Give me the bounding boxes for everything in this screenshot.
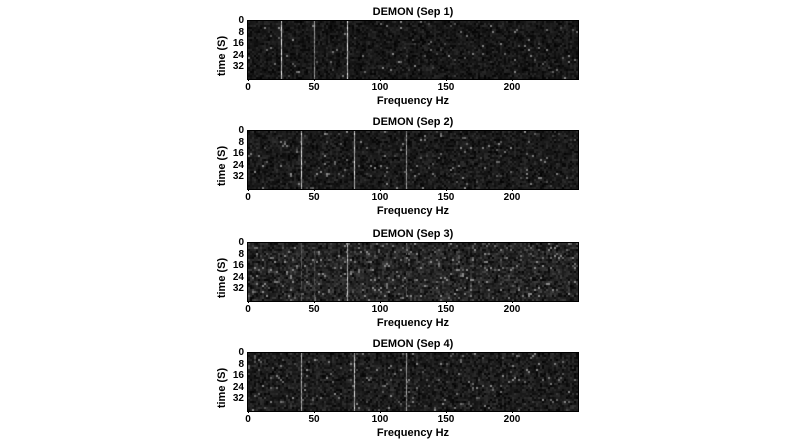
x-tick-label: 200: [503, 192, 521, 203]
spectrogram-canvas: [248, 131, 578, 189]
y-tick-label: 24: [232, 49, 244, 61]
y-tick-label: 16: [232, 260, 244, 272]
x-axis-ticks: 0 50 100 150 200: [245, 411, 578, 426]
panel-title: DEMON (Sep 3): [372, 228, 454, 240]
y-axis-ticks: 0 8 16 24 32: [224, 238, 246, 301]
y-tick-label: 16: [232, 38, 244, 50]
y-tick-label: 8: [238, 26, 244, 38]
x-tick-label: 0: [245, 82, 251, 93]
x-tick-label: 100: [371, 304, 389, 315]
x-axis-label: Frequency Hz: [376, 205, 450, 217]
x-tick-mark: [314, 301, 315, 303]
x-tick-label: 200: [503, 304, 521, 315]
y-tick-label: 24: [232, 159, 244, 171]
y-tick-label: 32: [232, 171, 244, 183]
x-axis-ticks: 0 50 100 150 200: [245, 79, 578, 94]
panel-title: DEMON (Sep 1): [372, 6, 454, 18]
x-tick-label: 150: [437, 304, 455, 315]
y-axis-ticks: 0 8 16 24 32: [224, 348, 246, 411]
x-tick-label: 0: [245, 192, 251, 203]
x-tick-mark: [248, 301, 249, 303]
spectrogram-canvas: [248, 243, 578, 301]
x-tick-mark: [380, 411, 381, 413]
plot-area: [247, 352, 579, 412]
y-tick-label: 24: [232, 381, 244, 393]
y-tick-label: 0: [238, 125, 244, 136]
y-tick-label: 32: [232, 393, 244, 405]
y-tick-label: 32: [232, 283, 244, 295]
x-tick-mark: [248, 411, 249, 413]
y-tick-label: 16: [232, 370, 244, 382]
y-tick-label: 0: [238, 237, 244, 248]
x-tick-label: 150: [437, 414, 455, 425]
y-tick-label: 0: [238, 347, 244, 358]
y-tick-label: 32: [232, 61, 244, 73]
x-tick-mark: [446, 189, 447, 191]
panel-title: DEMON (Sep 4): [372, 338, 454, 350]
x-tick-label: 0: [245, 304, 251, 315]
y-tick-label: 8: [238, 248, 244, 260]
x-tick-mark: [380, 301, 381, 303]
x-tick-mark: [380, 189, 381, 191]
x-axis-ticks: 0 50 100 150 200: [245, 189, 578, 204]
y-tick-label: 24: [232, 271, 244, 283]
x-tick-mark: [248, 189, 249, 191]
spectrogram-canvas: [248, 21, 578, 79]
x-tick-mark: [446, 301, 447, 303]
x-tick-mark: [446, 411, 447, 413]
x-tick-label: 50: [308, 414, 320, 425]
panel-title: DEMON (Sep 2): [372, 116, 454, 128]
x-tick-mark: [512, 79, 513, 81]
y-axis-ticks: 0 8 16 24 32: [224, 126, 246, 189]
plot-area: [247, 130, 579, 190]
x-axis-label: Frequency Hz: [376, 427, 450, 439]
demon-panel-sep3: DEMON (Sep 3) time (S) 0 8 16 24 32 0 50 100 15…: [0, 225, 800, 335]
x-tick-mark: [512, 411, 513, 413]
x-tick-mark: [314, 79, 315, 81]
x-tick-mark: [446, 79, 447, 81]
x-tick-mark: [512, 301, 513, 303]
x-tick-label: 150: [437, 82, 455, 93]
demon-panel-sep4: DEMON (Sep 4) time (S) 0 8 16 24 32 0 50 100 15…: [0, 335, 800, 444]
x-tick-mark: [380, 79, 381, 81]
plot-area: [247, 20, 579, 80]
x-tick-mark: [314, 411, 315, 413]
x-tick-label: 50: [308, 304, 320, 315]
demon-panel-sep2: DEMON (Sep 2) time (S) 0 8 16 24 32 0 50 100 15…: [0, 113, 800, 223]
y-tick-label: 8: [238, 136, 244, 148]
spectrogram-canvas: [248, 353, 578, 411]
x-tick-label: 50: [308, 192, 320, 203]
x-tick-mark: [248, 79, 249, 81]
y-tick-label: 16: [232, 148, 244, 160]
x-tick-mark: [314, 189, 315, 191]
y-axis-ticks: 0 8 16 24 32: [224, 16, 246, 79]
x-tick-label: 150: [437, 192, 455, 203]
x-tick-label: 200: [503, 82, 521, 93]
demon-panel-sep1: DEMON (Sep 1) time (S) 0 8 16 24 32 0 50 100 15…: [0, 3, 800, 113]
x-axis-label: Frequency Hz: [376, 317, 450, 329]
y-tick-label: 0: [238, 15, 244, 26]
y-tick-label: 8: [238, 358, 244, 370]
x-tick-label: 0: [245, 414, 251, 425]
x-axis-label: Frequency Hz: [376, 95, 450, 107]
x-tick-label: 50: [308, 82, 320, 93]
x-tick-label: 200: [503, 414, 521, 425]
plot-area: [247, 242, 579, 302]
x-tick-label: 100: [371, 414, 389, 425]
x-axis-ticks: 0 50 100 150 200: [245, 301, 578, 316]
x-tick-mark: [512, 189, 513, 191]
x-tick-label: 100: [371, 82, 389, 93]
x-tick-label: 100: [371, 192, 389, 203]
